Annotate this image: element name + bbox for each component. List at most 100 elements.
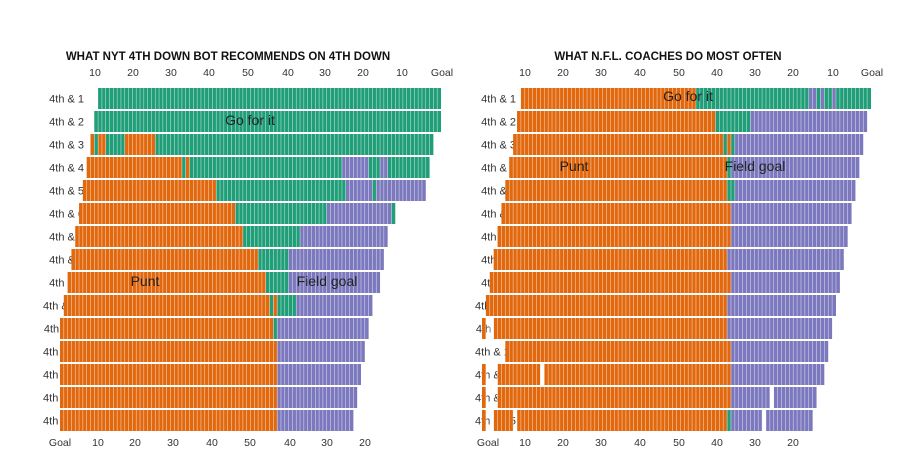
coaches-segment-go: [730, 134, 735, 155]
coaches-segment-go: [695, 88, 809, 109]
coaches-segment-go: [835, 88, 871, 109]
coaches-top-tick: 20: [557, 67, 569, 79]
bot-top-tick: 30: [319, 67, 331, 79]
coaches-segment-punt: [482, 318, 486, 339]
bot-bottom-tick: Goal: [49, 437, 71, 449]
bot-segment-fg: [345, 180, 373, 201]
bot-row-label: 4th & 3: [49, 140, 84, 152]
bot-segment-go: [94, 134, 99, 155]
coaches-segment-fg: [730, 157, 860, 178]
coaches-row-label: 4th & 3: [481, 140, 516, 152]
bot-row-label: 4th & 4: [49, 163, 84, 175]
bot-segment-go: [277, 295, 297, 316]
coaches-segment-punt: [482, 364, 486, 385]
bot-bottom-tick: 50: [244, 437, 256, 449]
coaches-row-label: 4th & 4: [481, 163, 516, 175]
bot-segment-punt: [71, 249, 259, 270]
bot-segment-punt: [273, 295, 278, 316]
bot-segment-fg: [341, 157, 369, 178]
coaches-segment-punt: [493, 410, 514, 431]
coaches-segment-fg: [773, 387, 817, 408]
coaches-top-tick: 30: [749, 67, 761, 79]
coaches-segment-fg: [734, 180, 856, 201]
bot-segment-punt: [185, 157, 190, 178]
bot-bottom-tick: 30: [321, 437, 333, 449]
coaches-segment-go: [727, 410, 731, 431]
coaches-row-label: 4th & 2: [481, 117, 516, 129]
coaches-segment-punt: [517, 111, 716, 132]
coaches-top-tick: 40: [711, 67, 723, 79]
bot-segment-go: [368, 157, 381, 178]
coaches-bottom-tick: 20: [557, 437, 569, 449]
bot-row-label: 4th & 6: [49, 209, 84, 221]
coaches-top-tick: 50: [673, 67, 685, 79]
coaches-segment-fg: [730, 341, 829, 362]
coaches-segment-go: [816, 88, 821, 109]
bot-segment-go: [242, 226, 301, 247]
bot-segment-go: [94, 111, 441, 132]
bot-bottom-tick: 30: [167, 437, 179, 449]
coaches-bottom-tick: 10: [519, 437, 531, 449]
coaches-segment-punt: [497, 364, 541, 385]
coaches-segment-go: [723, 134, 728, 155]
coaches-bottom-tick: 30: [749, 437, 761, 449]
coaches-segment-punt: [520, 88, 696, 109]
bot-segment-fg: [277, 387, 358, 408]
bot-row-label: 4th & 2: [49, 117, 84, 129]
coaches-segment-punt: [727, 134, 731, 155]
coaches-segment-punt: [505, 180, 728, 201]
coaches-top-tick: Goal: [861, 67, 883, 79]
bot-top-tick: 50: [242, 67, 254, 79]
bot-top-tick: Goal: [431, 67, 453, 79]
bot-segment-punt: [60, 341, 278, 362]
bot-bottom-tick: 20: [359, 437, 371, 449]
coaches-segment-punt: [482, 387, 486, 408]
coaches-segment-punt: [482, 410, 486, 431]
bot-segment-punt: [79, 203, 236, 224]
coaches-top-tick: 20: [787, 67, 799, 79]
bot-segment-go: [155, 134, 434, 155]
coaches-top-tick: 10: [827, 67, 839, 79]
bot-segment-go: [273, 318, 278, 339]
bot-top-tick: 20: [127, 67, 139, 79]
coaches-bottom-tick: 40: [711, 437, 723, 449]
coaches-top-tick: 30: [595, 67, 607, 79]
bot-segment-go: [372, 180, 377, 201]
bot-segment-punt: [60, 364, 278, 385]
coaches-segment-fg: [832, 88, 836, 109]
bot-top-tick: 10: [396, 67, 408, 79]
bot-bottom-tick: 40: [284, 437, 296, 449]
coaches-panel-title: WHAT N.F.L. COACHES DO MOST OFTEN: [554, 51, 781, 63]
bot-segment-go: [181, 157, 186, 178]
bot-bottom-tick: 40: [206, 437, 218, 449]
bot-region-label-go: Go for it: [225, 112, 275, 128]
bot-top-tick: 10: [89, 67, 101, 79]
coaches-segment-fg: [730, 203, 852, 224]
coaches-region-label-fg: Field goal: [725, 158, 786, 174]
coaches-segment-fg: [820, 88, 825, 109]
bot-top-tick: 40: [282, 67, 294, 79]
coaches-segment-go: [715, 111, 751, 132]
bot-panel-title: WHAT NYT 4TH DOWN BOT RECOMMENDS ON 4TH …: [66, 51, 390, 63]
coaches-bottom-tick: 50: [673, 437, 685, 449]
coaches-row-label: 4th & 1: [481, 94, 516, 106]
bot-segment-go: [387, 157, 430, 178]
bot-segment-fg: [288, 249, 384, 270]
bot-top-tick: 40: [203, 67, 215, 79]
bot-segment-fg: [277, 341, 365, 362]
coaches-top-tick: 10: [519, 67, 531, 79]
bot-bottom-tick: 20: [129, 437, 141, 449]
bot-segment-go: [269, 295, 274, 316]
coaches-segment-punt: [501, 203, 731, 224]
coaches-region-label-punt: Punt: [560, 158, 589, 174]
bot-region-label-punt: Punt: [131, 273, 160, 289]
bot-segment-punt: [86, 157, 182, 178]
bot-segment-fg: [376, 180, 426, 201]
bot-row-label: 4th & 1: [49, 94, 84, 106]
bot-segment-go: [105, 134, 125, 155]
coaches-bottom-tick: 20: [787, 437, 799, 449]
bot-segment-go: [391, 203, 396, 224]
bot-segment-punt: [90, 134, 95, 155]
bot-segment-fg: [300, 226, 388, 247]
